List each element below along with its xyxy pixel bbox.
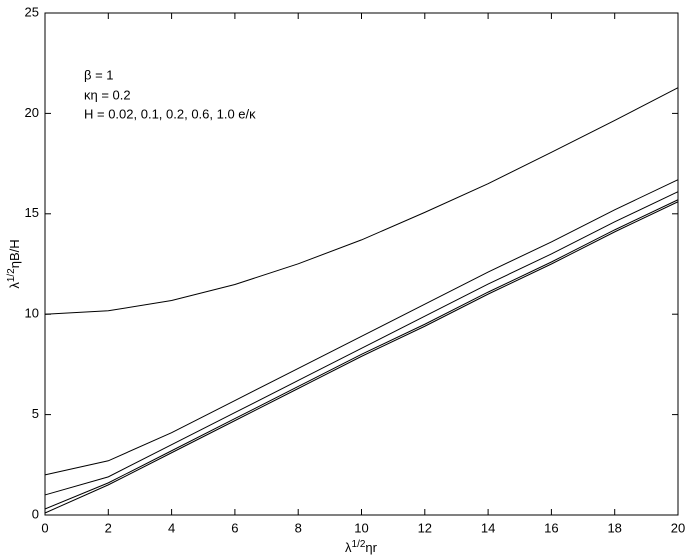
x-label-base: λ (345, 540, 352, 555)
curve (44, 201, 679, 514)
x-tick-label: 16 (544, 520, 558, 535)
y-label-base: λ (7, 282, 22, 289)
y-tick-label: 10 (25, 306, 39, 321)
x-axis-label: λ1/2ηr (345, 539, 378, 556)
y-label-rest: ηB/H (7, 239, 22, 268)
plot-frame (44, 12, 679, 516)
y-tick-label: 25 (25, 4, 39, 19)
y-label-sup: 1/2 (6, 268, 17, 282)
curve (44, 191, 679, 496)
x-tick-label: 10 (354, 520, 368, 535)
x-tick-label: 2 (105, 520, 112, 535)
annotation: κη = 0.2 (84, 87, 131, 102)
x-tick-label: 12 (418, 520, 432, 535)
x-label-rest: ηr (365, 540, 377, 555)
x-tick-label: 0 (41, 520, 48, 535)
x-tick-label: 20 (671, 520, 685, 535)
x-tick-label: 18 (607, 520, 621, 535)
annotation: β = 1 (84, 67, 114, 82)
y-tick-label: 15 (25, 205, 39, 220)
curve (44, 87, 679, 315)
y-axis-label: λ1/2ηB/H (6, 239, 23, 288)
annotation: H = 0.02, 0.1, 0.2, 0.6, 1.0 e/κ (84, 106, 256, 121)
y-tick-label: 5 (32, 406, 39, 421)
curve (44, 179, 679, 476)
curve (44, 199, 679, 510)
x-tick-label: 8 (295, 520, 302, 535)
x-tick-label: 14 (481, 520, 495, 535)
x-tick-label: 6 (231, 520, 238, 535)
y-tick-label: 0 (32, 506, 39, 521)
y-tick-label: 20 (25, 105, 39, 120)
x-tick-label: 4 (168, 520, 175, 535)
x-label-sup: 1/2 (352, 539, 366, 550)
